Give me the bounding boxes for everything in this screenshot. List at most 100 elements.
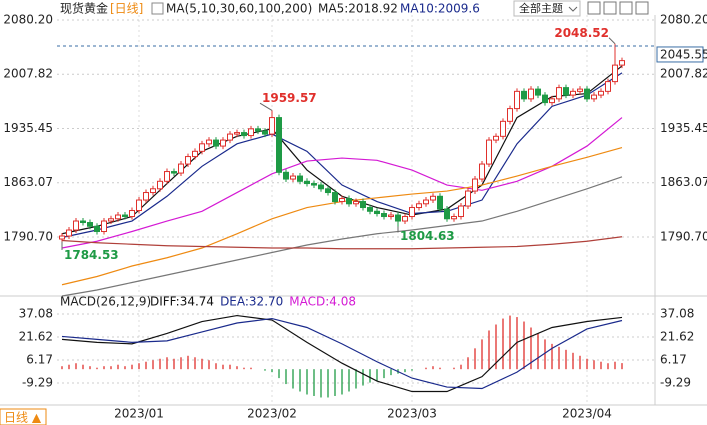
candle-body [59,235,65,240]
candle-body [101,220,107,233]
candle-body [493,135,499,141]
candle-body [192,150,198,158]
tool-icon[interactable] [635,1,649,15]
period-label[interactable]: [日线] [110,2,143,16]
y-tick-label-right: 1863.07 [660,175,707,189]
candle-body [171,171,177,174]
extreme-label: 1784.53 [64,248,119,262]
candle-body [465,190,471,207]
candle-body [381,213,387,218]
macd-legend: MACD:4.08 [289,295,356,309]
theme-button[interactable] [513,0,581,17]
candle-body [297,175,303,182]
extreme-label: 2048.52 [554,26,609,40]
x-tick-label: 2023/02 [247,407,297,421]
y-tick-label-right: 6.17 [660,352,687,366]
last-price-label: 2045.55 [660,47,707,61]
y-tick-label-left: 2080.20 [3,12,53,26]
candle-body [591,94,597,100]
candle-body [213,139,219,147]
candle-body [598,90,604,96]
y-tick-label-left: 1790.70 [3,229,53,243]
candle-body [395,214,401,222]
candle-body [486,139,492,165]
candle-body [80,220,86,224]
y-tick-label-right: 37.08 [660,306,694,320]
extreme-label: 1959.57 [262,91,317,105]
candle-body [199,143,205,152]
tool-icon[interactable] [619,1,633,15]
candle-body [570,90,576,96]
y-tick-label-right: 2080.20 [660,12,707,26]
candle-body [178,163,184,174]
y-tick-label-right: 1790.70 [660,229,707,243]
candle-body [360,201,366,209]
checkbox-icon[interactable] [151,2,164,15]
candle-body [157,180,163,190]
candle-body [283,171,289,180]
theme-button-label: 全部主题 [519,1,563,15]
candle-body [227,133,233,141]
candle-body [444,208,450,220]
indicator-line [61,317,623,390]
candle-body [290,175,296,180]
extreme-leader [608,37,616,45]
candle-body [234,132,240,135]
candle-body [423,199,429,205]
period-tab-label: 日线 ▲ [4,411,42,425]
candle-body [108,218,114,222]
ma-label: MA(5,10,30,60,100,200) [166,2,312,16]
indicator-line [61,117,623,249]
indicator-line [61,176,623,297]
y-tick-label-left: -9.29 [22,376,53,390]
ma10-value: MA10:2009.6 [400,2,480,16]
y-tick-label-left: 2007.82 [3,67,53,81]
candle-body [549,98,555,104]
candle-body [472,178,478,192]
candle-body [402,216,408,222]
candle-body [619,60,625,66]
candle-body [612,64,618,83]
candle-body [332,192,338,203]
x-tick-label: 2023/01 [114,407,164,421]
candle-body [514,90,520,110]
macd-legend: DEA:32.70 [220,295,283,309]
instrument-title: 现货黄金 [60,1,108,16]
candle-body [220,139,226,147]
candle-body [87,222,93,227]
y-tick-label-left: 21.62 [19,329,53,343]
y-tick-label-right: 2007.82 [660,67,707,81]
candle-body [325,188,331,194]
x-tick-label: 2023/03 [387,407,437,421]
y-tick-label-left: 1935.45 [3,121,53,135]
indicator-line [61,72,623,239]
candle-body [304,180,310,185]
candle-body [122,214,128,218]
period-tab[interactable] [0,408,47,425]
candle-body [115,214,121,220]
indicator-line [61,314,623,393]
candle-body [500,120,506,137]
candle-body [528,88,534,100]
candle-body [248,128,254,137]
candle-body [458,205,464,218]
candle-body [262,130,268,135]
candle-body [241,132,247,137]
candle-body [136,199,142,212]
candle-body [388,214,394,218]
candle-body [276,117,282,173]
candle-body [521,90,527,100]
tool-icon[interactable] [587,1,601,15]
candle-body [73,220,79,231]
candle-body [416,203,422,209]
candle-body [318,184,324,190]
candle-body [164,171,170,182]
indicator-line [61,236,623,250]
candle-body [339,198,345,203]
candle-body [535,88,541,96]
candle-body [94,225,100,233]
tool-icon[interactable] [603,1,617,15]
